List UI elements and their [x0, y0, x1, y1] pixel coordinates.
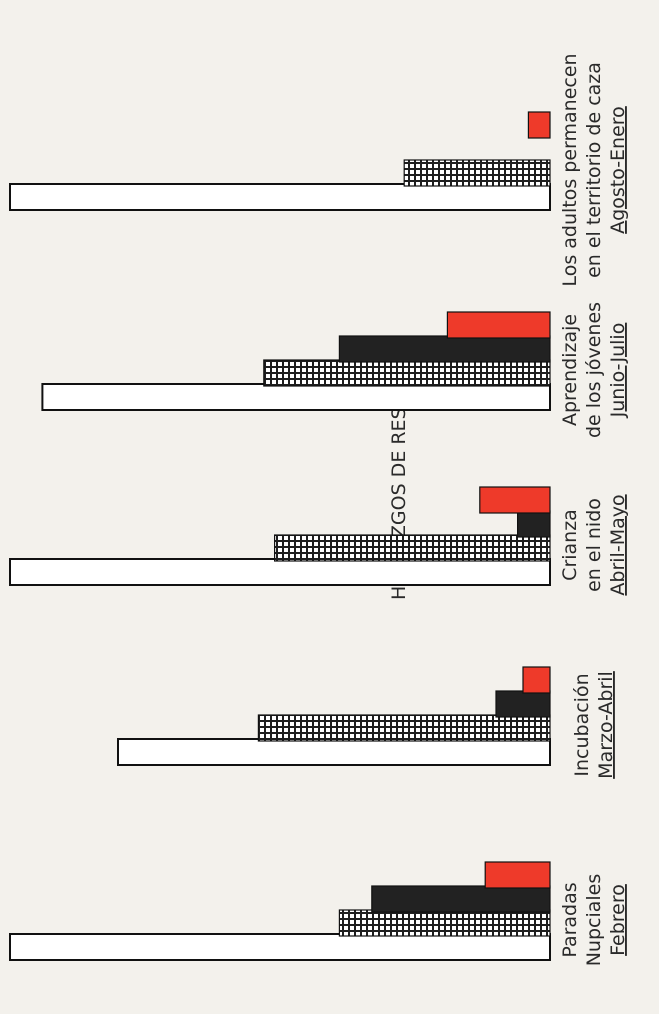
- category-label-2-line-2: Marzo-Abril: [595, 671, 617, 779]
- category-label-5-line-3: Agosto-Enero: [607, 106, 629, 234]
- bar-white-4: [41, 383, 552, 411]
- bar-white-5: [9, 183, 551, 211]
- category-label-3-line-3: Abril-Mayo: [607, 494, 629, 595]
- category-label-4-line-3: Junio-Julio: [607, 323, 629, 419]
- category-label-3-line-2: en el nido: [583, 498, 605, 592]
- bar-black-3: [516, 510, 551, 538]
- bar-red-5: [527, 111, 551, 139]
- bar-hatched-1: [338, 909, 551, 937]
- category-label-5-line-1: Los adultos permanecen: [559, 53, 581, 286]
- bar-white-2: [117, 738, 551, 766]
- bar-white-3: [9, 558, 551, 586]
- bar-red-1: [484, 861, 551, 889]
- bars-group: [9, 111, 552, 961]
- category-labels: Paradas Nupciales Febrero Incubación Marzo-A…: [559, 53, 629, 966]
- category-label-5-line-2: en el territorio de caza: [583, 62, 605, 278]
- category-label-4-line-1: Aprendizaje: [559, 314, 581, 426]
- category-label-3-line-1: Crianza: [559, 509, 581, 581]
- bar-hatched-4: [263, 359, 551, 387]
- category-label-4-line-2: de los jóvenes: [583, 302, 605, 438]
- bar-black-1: [371, 885, 551, 913]
- category-label-1-line-3: Febrero: [607, 884, 629, 956]
- bar-red-3: [479, 486, 551, 514]
- bar-black-4: [338, 335, 551, 363]
- bar-white-1: [9, 933, 551, 961]
- bar-red-2: [522, 666, 551, 694]
- bar-hatched-2: [257, 714, 551, 742]
- bar-red-4: [446, 311, 551, 339]
- bar-hatched-3: [274, 534, 551, 562]
- bar-hatched-5: [403, 159, 551, 187]
- category-label-2-line-1: Incubación: [571, 673, 593, 776]
- bar-black-2: [495, 690, 551, 718]
- category-label-1-line-2: Nupciales: [583, 874, 605, 967]
- category-label-1-line-1: Paradas: [559, 882, 581, 957]
